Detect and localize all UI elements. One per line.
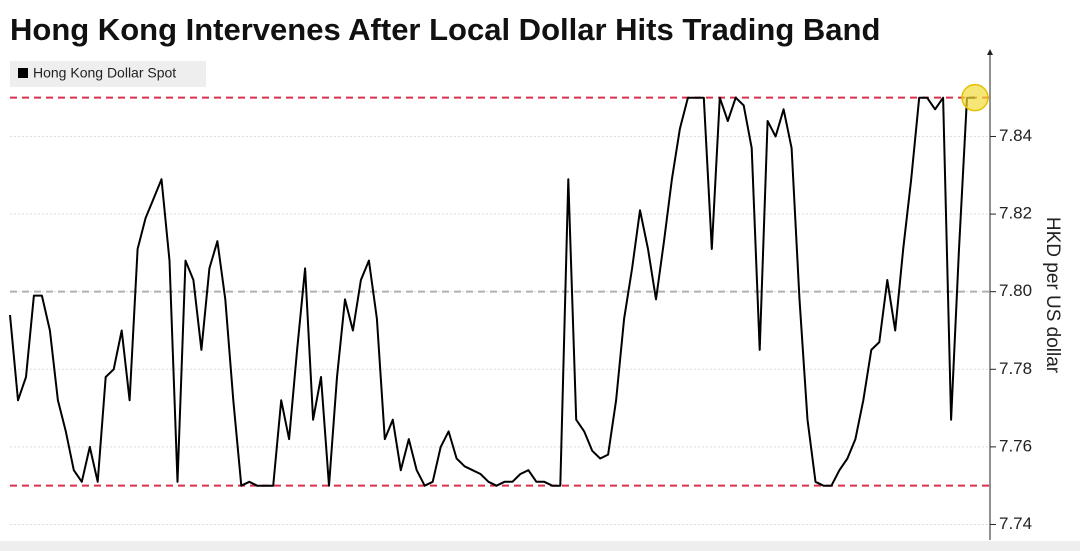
y-axis-arrow [987, 49, 993, 55]
y-tick-label: 7.74 [999, 514, 1032, 533]
y-tick-label: 7.76 [999, 436, 1032, 455]
y-tick-label: 7.80 [999, 281, 1032, 300]
legend-box [10, 61, 206, 87]
footer-bar [0, 541, 1080, 551]
y-tick-label: 7.82 [999, 204, 1032, 223]
line [9, 96, 975, 487]
y-tick-label: 7.78 [999, 359, 1032, 378]
chart-title: Hong Kong Intervenes After Local Dollar … [10, 12, 880, 47]
y-axis-label: HKD per US dollar [1042, 217, 1063, 374]
highlight-point [961, 83, 989, 112]
legend-swatch [18, 68, 28, 78]
y-tick-label: 7.84 [999, 126, 1032, 145]
legend-label: Hong Kong Dollar Spot [33, 65, 176, 81]
